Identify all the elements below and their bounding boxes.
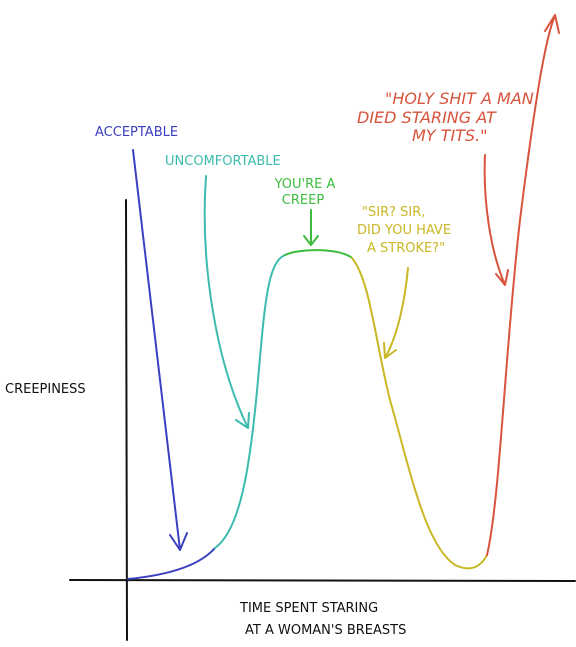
- annotation-arrow: [383, 267, 409, 359]
- annotation-text: MY TITS.": [412, 126, 488, 145]
- annotation-text: UNCOMFORTABLE: [165, 154, 281, 169]
- y-axis: [125, 199, 128, 641]
- annotation-arrow: [132, 149, 188, 551]
- annotation-arrow: [303, 209, 319, 246]
- x-axis: [69, 579, 576, 582]
- annotation-text: DIED STARING AT: [357, 108, 497, 127]
- curve-segment: [127, 547, 216, 580]
- annotation-text: "SIR? SIR,: [362, 205, 425, 220]
- y-axis-label: CREEPINESS: [5, 382, 86, 397]
- x-axis-label: TIME SPENT STARING: [239, 601, 378, 616]
- x-axis-label: AT A WOMAN'S BREASTS: [245, 623, 406, 638]
- annotation-text: A STROKE?": [367, 241, 445, 256]
- annotation-text: "HOLY SHIT A MAN: [385, 89, 534, 108]
- curve-segment: [351, 257, 488, 570]
- annotation-text: CREEP: [282, 193, 325, 208]
- curve-segment: [214, 254, 286, 549]
- curve-segment: [486, 14, 560, 556]
- annotation-arrow: [203, 175, 250, 429]
- annotation-text: DID YOU HAVE: [357, 223, 451, 238]
- annotation-text: ACCEPTABLE: [95, 125, 178, 140]
- curve-segment: [284, 249, 353, 259]
- annotation-arrow: [483, 154, 509, 286]
- annotation-text: YOU'RE A: [274, 177, 336, 192]
